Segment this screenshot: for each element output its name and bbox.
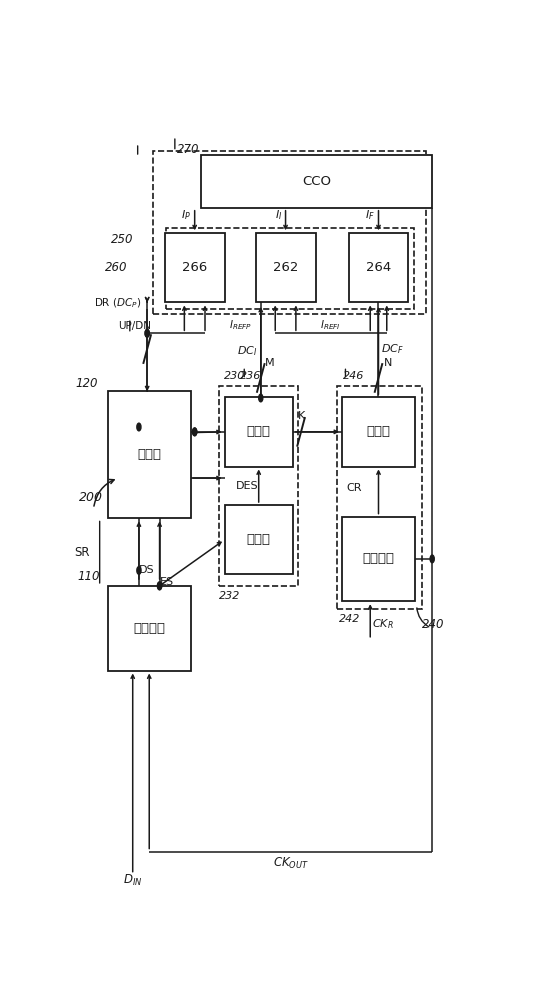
Text: 270: 270 <box>177 143 200 156</box>
Circle shape <box>259 394 263 402</box>
Circle shape <box>192 428 197 436</box>
Text: $CK_{OUT}$: $CK_{OUT}$ <box>273 856 309 871</box>
Circle shape <box>137 423 141 431</box>
Circle shape <box>158 582 161 590</box>
Text: ES: ES <box>160 577 174 587</box>
Text: DS: DS <box>139 565 154 575</box>
Text: 240: 240 <box>422 618 445 631</box>
Text: 246: 246 <box>343 371 365 381</box>
Text: 242: 242 <box>339 614 360 624</box>
FancyBboxPatch shape <box>342 397 415 467</box>
FancyBboxPatch shape <box>165 233 224 302</box>
Text: CCO: CCO <box>302 175 331 188</box>
Text: 232: 232 <box>219 591 240 601</box>
Circle shape <box>137 567 141 574</box>
Text: 累加器: 累加器 <box>367 425 391 438</box>
Text: 260: 260 <box>105 261 128 274</box>
Text: 鉴相器: 鉴相器 <box>137 448 161 461</box>
Text: $I_P$: $I_P$ <box>181 209 191 222</box>
FancyBboxPatch shape <box>108 586 191 671</box>
Text: DR $(DC_P)$: DR $(DC_P)$ <box>94 296 141 310</box>
Text: $CK_R$: $CK_R$ <box>372 617 394 631</box>
Circle shape <box>192 428 197 436</box>
Text: $I_I$: $I_I$ <box>275 209 282 222</box>
Text: 解串器: 解串器 <box>247 533 271 546</box>
FancyBboxPatch shape <box>108 391 191 518</box>
Text: 110: 110 <box>77 570 100 583</box>
Text: N: N <box>383 358 392 368</box>
FancyBboxPatch shape <box>256 233 316 302</box>
Text: SR: SR <box>74 546 90 559</box>
FancyBboxPatch shape <box>224 505 293 574</box>
FancyBboxPatch shape <box>201 155 432 208</box>
Text: 校准电路: 校准电路 <box>362 552 394 565</box>
Circle shape <box>430 555 434 563</box>
FancyBboxPatch shape <box>224 397 293 467</box>
Text: DES: DES <box>236 481 259 491</box>
Text: $I_F$: $I_F$ <box>365 209 375 222</box>
Text: 264: 264 <box>366 261 391 274</box>
Text: 262: 262 <box>273 261 298 274</box>
Text: M: M <box>265 358 274 368</box>
Circle shape <box>158 582 161 590</box>
Text: 266: 266 <box>182 261 207 274</box>
Text: $DC_F$: $DC_F$ <box>381 343 403 356</box>
Text: 累加器: 累加器 <box>247 425 271 438</box>
Text: K: K <box>297 411 305 421</box>
Circle shape <box>145 329 149 337</box>
Text: $D_{IN}$: $D_{IN}$ <box>123 873 142 888</box>
Text: $I_{REFI}$: $I_{REFI}$ <box>320 319 341 332</box>
Circle shape <box>145 329 149 337</box>
Text: $DC_I$: $DC_I$ <box>237 344 257 358</box>
FancyBboxPatch shape <box>349 233 408 302</box>
Text: 250: 250 <box>111 233 134 246</box>
Text: 236: 236 <box>240 371 262 381</box>
Text: CR: CR <box>346 483 362 493</box>
FancyBboxPatch shape <box>342 517 415 601</box>
Text: 120: 120 <box>75 377 98 390</box>
Text: 200: 200 <box>79 491 103 504</box>
Text: $I_{REFP}$: $I_{REFP}$ <box>229 319 252 332</box>
Text: UP/DN: UP/DN <box>118 321 151 331</box>
Text: 采样电路: 采样电路 <box>133 622 165 635</box>
Text: 230: 230 <box>224 371 245 381</box>
